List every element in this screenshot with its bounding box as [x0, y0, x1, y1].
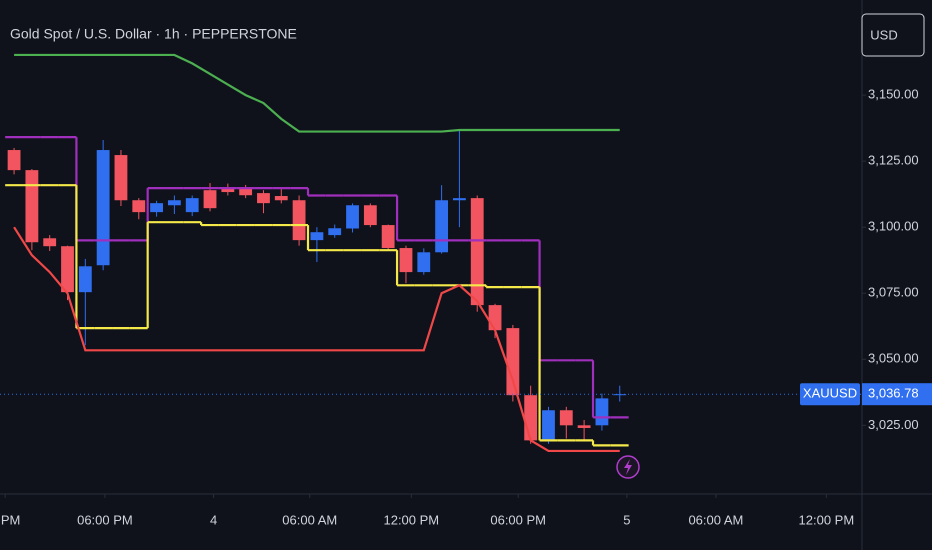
candle-body	[78, 266, 92, 293]
candle-body	[577, 425, 591, 428]
candle-body	[506, 328, 520, 396]
candle-body	[452, 198, 466, 201]
candle-body	[203, 190, 217, 209]
candle-body	[559, 410, 573, 426]
x-tick-label: 06:00 AM	[688, 512, 743, 527]
candle-body	[43, 238, 57, 247]
candle-body	[274, 196, 288, 201]
x-tick-label: 06:00 AM	[282, 512, 337, 527]
candle-body	[524, 395, 538, 441]
y-tick-label: 3,050.00	[868, 351, 919, 366]
candle-body	[470, 198, 484, 306]
x-tick-label: 5	[623, 512, 630, 527]
candle-body	[346, 205, 359, 229]
chart-title: Gold Spot / U.S. Dollar · 1h · PEPPERSTO…	[10, 26, 297, 42]
candle-body	[96, 150, 110, 266]
x-tick-label: 12:00 PM	[383, 512, 439, 527]
candle-body	[613, 394, 627, 396]
candle-body	[399, 248, 413, 273]
y-tick-label: 3,075.00	[868, 285, 919, 300]
candle-body	[239, 188, 253, 196]
y-tick-label: 3,125.00	[868, 153, 919, 168]
plot-area	[5, 53, 629, 453]
indicator-line	[13, 226, 620, 453]
currency-button[interactable]	[861, 13, 925, 57]
y-tick-label: 3,150.00	[868, 87, 919, 102]
candle-body	[185, 198, 199, 213]
indicator-line	[14, 53, 620, 133]
y-tick-label: 3,100.00	[868, 219, 919, 234]
x-tick-label: 12:00 PM	[799, 512, 855, 527]
price-tag-label: 3,036.78	[868, 386, 919, 401]
candle-body	[435, 200, 449, 253]
candle-body	[381, 225, 395, 249]
price-tag	[862, 383, 932, 406]
candle-body	[488, 305, 502, 331]
candle-body	[150, 203, 163, 213]
candle-body	[328, 228, 342, 236]
candle-body	[257, 193, 270, 204]
candle-body	[7, 150, 21, 171]
candle-body	[417, 252, 431, 273]
currency-label[interactable]: USD	[870, 27, 897, 42]
x-tick-label: 06:00 PM	[490, 512, 546, 527]
candle-body	[310, 232, 324, 241]
symbol-tag	[800, 383, 860, 406]
candle-body	[595, 398, 609, 426]
lightning-bolt	[624, 459, 632, 475]
symbol-label: XAUUSD	[803, 386, 857, 401]
candle-body	[114, 155, 128, 201]
candle-body	[167, 200, 181, 206]
y-tick-label: 3,025.00	[868, 417, 919, 432]
x-tick-label: 4	[210, 512, 217, 527]
candle-body	[542, 410, 555, 441]
candle-body	[132, 200, 146, 213]
x-tick-label: 0 PM	[0, 512, 20, 527]
x-tick-label: 06:00 PM	[77, 512, 133, 527]
candle-body	[61, 246, 74, 293]
candle-body	[221, 187, 235, 193]
candle-body	[292, 200, 306, 241]
candle-body	[363, 205, 377, 226]
candle-body	[25, 170, 39, 243]
